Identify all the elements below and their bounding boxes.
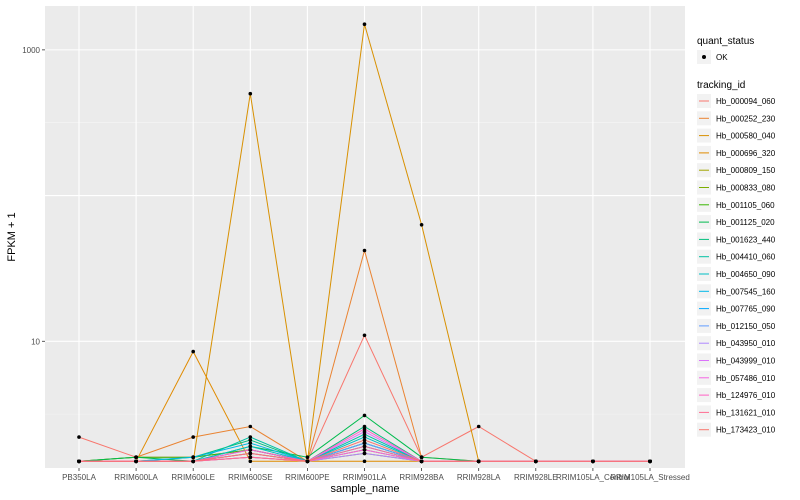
x-tick-label: RRIM600LA <box>114 473 158 482</box>
data-point-Hb_007545_160 <box>191 455 195 460</box>
legend-label-ok: OK <box>716 53 728 62</box>
data-point-Hb_012150_050 <box>362 441 367 445</box>
data-point-Hb_001623_440 <box>362 424 367 429</box>
legend-label-Hb_000580_040: Hb_000580_040 <box>716 132 776 141</box>
data-point-Hb_131621_010 <box>362 444 367 449</box>
legend-label-Hb_001623_440: Hb_001623_440 <box>716 235 776 244</box>
data-point-Hb_173423_010 <box>419 459 424 464</box>
data-point-Hb_000580_040 <box>419 223 424 227</box>
data-point-Hb_000094_060 <box>77 435 81 439</box>
data-point-Hb_000252_230 <box>191 435 195 439</box>
x-tick-label: RRIM928BA <box>399 473 444 482</box>
legend-label-Hb_007545_160: Hb_007545_160 <box>716 287 776 296</box>
data-point-Hb_057486_010 <box>362 448 367 452</box>
data-point-Hb_000252_230 <box>362 248 367 253</box>
x-tick-label: RRIM600LE <box>171 473 215 482</box>
data-point-Hb_043999_010 <box>362 429 367 434</box>
legend-label-Hb_004410_060: Hb_004410_060 <box>716 253 776 262</box>
x-tick-label: RRIM600PE <box>285 473 329 482</box>
legend-label-Hb_007765_090: Hb_007765_090 <box>716 305 776 314</box>
data-point-Hb_004410_060 <box>362 432 367 437</box>
points <box>77 22 652 464</box>
data-point-Hb_001623_440 <box>248 438 253 442</box>
legend-label-Hb_000094_060: Hb_000094_060 <box>716 97 776 106</box>
data-point-Hb_043950_010 <box>362 451 367 456</box>
x-tick-label: PB350LA <box>62 473 96 482</box>
data-point-Hb_000696_320 <box>362 459 367 464</box>
data-point-Hb_173423_010 <box>248 451 253 456</box>
data-point-Hb_173423_010 <box>534 459 538 464</box>
x-tick-label: RRIM928LA <box>457 473 501 482</box>
legend-label-Hb_173423_010: Hb_173423_010 <box>716 426 776 435</box>
legend-label-Hb_057486_010: Hb_057486_010 <box>716 374 776 383</box>
y-tick-label: 1000 <box>22 46 40 55</box>
data-point-Hb_173423_010 <box>362 438 367 442</box>
data-point-Hb_001125_020 <box>134 455 138 460</box>
x-tick-label: RRIM105LA_Control <box>556 473 630 482</box>
y-axis: 10 1000 <box>22 46 45 346</box>
data-point-Hb_124976_010 <box>362 427 367 431</box>
data-point-Hb_173423_010 <box>648 459 652 464</box>
data-point-Hb_173423_010 <box>77 459 81 464</box>
y-axis-title: FPKM + 1 <box>6 212 18 261</box>
data-point-Hb_173423_010 <box>305 459 310 464</box>
legend-label-Hb_012150_050: Hb_012150_050 <box>716 322 776 331</box>
data-point-Hb_173423_010 <box>134 459 138 464</box>
data-point-Hb_000580_040 <box>362 22 367 27</box>
legend-tracking-id: tracking_id Hb_000094_060Hb_000252_230Hb… <box>697 80 776 437</box>
data-point-Hb_000252_230 <box>248 424 253 429</box>
legend-title-quant-status: quant_status <box>697 36 754 47</box>
x-axis: PB350LA RRIM600LA RRIM600LE RRIM600SE RRIM60… <box>62 468 690 482</box>
data-point-Hb_000696_320 <box>248 459 253 464</box>
data-point-Hb_007545_160 <box>248 441 253 445</box>
data-point-Hb_173423_010 <box>476 459 481 464</box>
legend-title-tracking-id: tracking_id <box>697 80 745 91</box>
legend-label-Hb_124976_010: Hb_124976_010 <box>716 391 776 400</box>
legend-label-Hb_000252_230: Hb_000252_230 <box>716 114 776 123</box>
legend-label-Hb_131621_010: Hb_131621_010 <box>716 408 776 417</box>
legend-label-Hb_001105_060: Hb_001105_060 <box>716 201 775 210</box>
data-point-Hb_001125_020 <box>419 455 424 460</box>
legend-label-Hb_000696_320: Hb_000696_320 <box>716 149 776 158</box>
data-point-Hb_004410_060 <box>248 435 253 439</box>
legend-tracking-items: Hb_000094_060 Hb_000252_230 Hb_000580_040 H… <box>697 94 776 437</box>
x-axis-title: sample_name <box>330 483 399 495</box>
legend-label-Hb_000833_080: Hb_000833_080 <box>716 184 776 193</box>
x-tick-label: RRIM105LA_Stressed <box>610 473 690 482</box>
legend-label-Hb_000809_150: Hb_000809_150 <box>716 166 776 175</box>
data-point-Hb_001125_020 <box>362 413 367 418</box>
data-point-Hb_124976_010 <box>248 448 253 452</box>
y-tick-label: 10 <box>31 337 40 346</box>
data-point-Hb_173423_010 <box>591 459 595 464</box>
data-point-Hb_004650_090 <box>248 444 253 449</box>
legend-label-Hb_043950_010: Hb_043950_010 <box>716 339 776 348</box>
data-point-Hb_000094_060 <box>476 424 481 429</box>
data-point-Hb_004650_090 <box>362 435 367 439</box>
data-point-Hb_001125_020 <box>305 455 310 460</box>
legend-label-Hb_001125_020: Hb_001125_020 <box>716 218 775 227</box>
legend-label-Hb_004650_090: Hb_004650_090 <box>716 270 776 279</box>
legend-point-ok <box>702 55 706 59</box>
data-point-Hb_000580_040 <box>248 91 253 96</box>
data-point-Hb_000696_320 <box>191 349 195 354</box>
legend-quant-status: quant_status OK <box>697 36 754 64</box>
grid-major <box>45 6 685 468</box>
legend-label-Hb_043999_010: Hb_043999_010 <box>716 357 776 366</box>
x-tick-label: RRIM928LE <box>514 473 558 482</box>
data-point-Hb_173423_010 <box>191 459 195 464</box>
x-tick-label: RRIM901LA <box>343 473 387 482</box>
x-tick-label: RRIM600SE <box>228 473 272 482</box>
data-point-Hb_000094_060 <box>362 333 367 338</box>
data-point-Hb_131621_010 <box>248 455 253 460</box>
